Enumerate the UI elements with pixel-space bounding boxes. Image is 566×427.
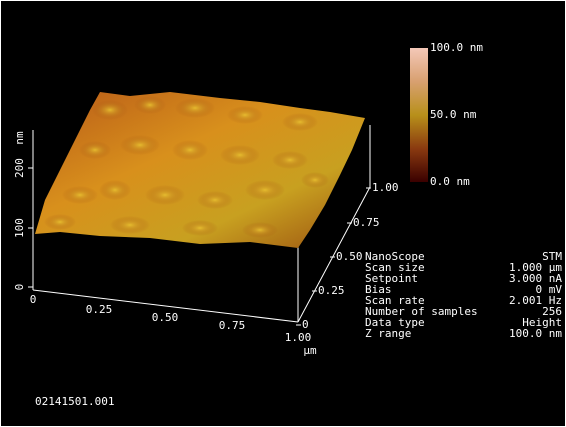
y-tick-label: 0 bbox=[302, 318, 309, 331]
info-value: 100.0 nm bbox=[509, 327, 562, 340]
color-bar-label: 100.0 nm bbox=[430, 41, 483, 54]
color-bar-label: 50.0 nm bbox=[430, 108, 477, 121]
y-tick-label: 1.00 bbox=[372, 181, 399, 194]
color-bar-label: 0.0 nm bbox=[430, 175, 470, 188]
x-tick-label: 0.50 bbox=[152, 311, 179, 324]
info-label: Z range bbox=[365, 327, 411, 340]
z-axis-unit: nm bbox=[13, 131, 26, 145]
x-tick-label: 1.00 bbox=[285, 331, 312, 344]
x-tick-label: 0.75 bbox=[219, 319, 246, 332]
x-tick-label: 0.25 bbox=[86, 303, 113, 316]
screenshot: 02141501.001 100.0 nm 50.0 nm 0.0 nm 0 100 20… bbox=[0, 0, 566, 427]
y-tick-label: 0.25 bbox=[318, 284, 345, 297]
y-tick-label: 0.75 bbox=[353, 216, 380, 229]
y-tick-label: 0.50 bbox=[336, 250, 363, 263]
x-axis-unit: µm bbox=[303, 344, 317, 357]
x-tick-label: 0 bbox=[30, 293, 37, 306]
color-bar bbox=[410, 48, 428, 182]
z-tick-label: 0 bbox=[13, 284, 26, 291]
filename: 02141501.001 bbox=[35, 395, 114, 408]
z-tick-label: 200 bbox=[13, 158, 26, 178]
z-tick-label: 100 bbox=[13, 218, 26, 238]
